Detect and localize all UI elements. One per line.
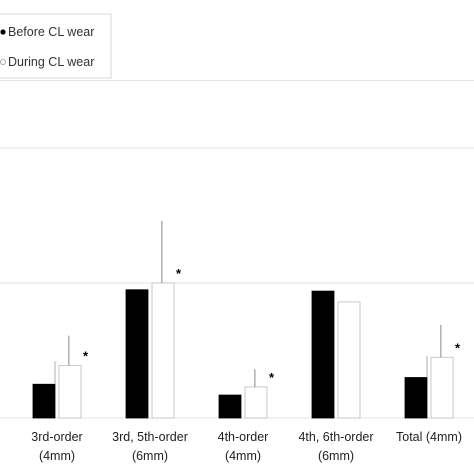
legend-marker-during xyxy=(0,59,6,66)
category-label-0-0: 3rd-order xyxy=(31,430,82,444)
significance-mark-0: * xyxy=(83,348,89,363)
bar-before-0 xyxy=(32,383,56,419)
bar-before-2 xyxy=(218,394,242,419)
bar-during-3 xyxy=(337,301,361,419)
legend-marker-before xyxy=(0,29,6,35)
legend-box xyxy=(0,13,112,79)
bar-during-1 xyxy=(151,282,175,419)
legend-label-during: During CL wear xyxy=(8,55,94,69)
category-label-4-0: Total (4mm) xyxy=(396,430,462,444)
category-label-3-1: (6mm) xyxy=(318,449,354,463)
category-label-1-0: 3rd, 5th-order xyxy=(112,430,188,444)
bar-during-2 xyxy=(244,386,268,419)
category-label-3-0: 4th, 6th-order xyxy=(298,430,373,444)
bars xyxy=(32,282,454,419)
bar-before-3 xyxy=(311,290,335,419)
category-label-1-1: (6mm) xyxy=(132,449,168,463)
error-bars xyxy=(54,220,442,387)
bar-before-4 xyxy=(404,377,428,419)
legend-label-before: Before CL wear xyxy=(8,25,94,39)
category-label-2-0: 4th-order xyxy=(218,430,269,444)
category-labels: 3rd-order (4mm) 3rd, 5th-order (6mm) 4th-ord… xyxy=(31,430,462,463)
category-label-0-1: (4mm) xyxy=(39,449,75,463)
legend: Before CL wear During CL wear xyxy=(0,13,112,79)
bar-before-1 xyxy=(125,289,149,419)
significance-mark-1: * xyxy=(176,266,182,281)
bar-during-4 xyxy=(430,356,454,419)
bar-during-0 xyxy=(58,364,82,419)
significance-marks: * * * * xyxy=(83,266,461,385)
category-label-2-1: (4mm) xyxy=(225,449,261,463)
significance-mark-2: * xyxy=(269,370,275,385)
significance-mark-4: * xyxy=(455,340,461,355)
